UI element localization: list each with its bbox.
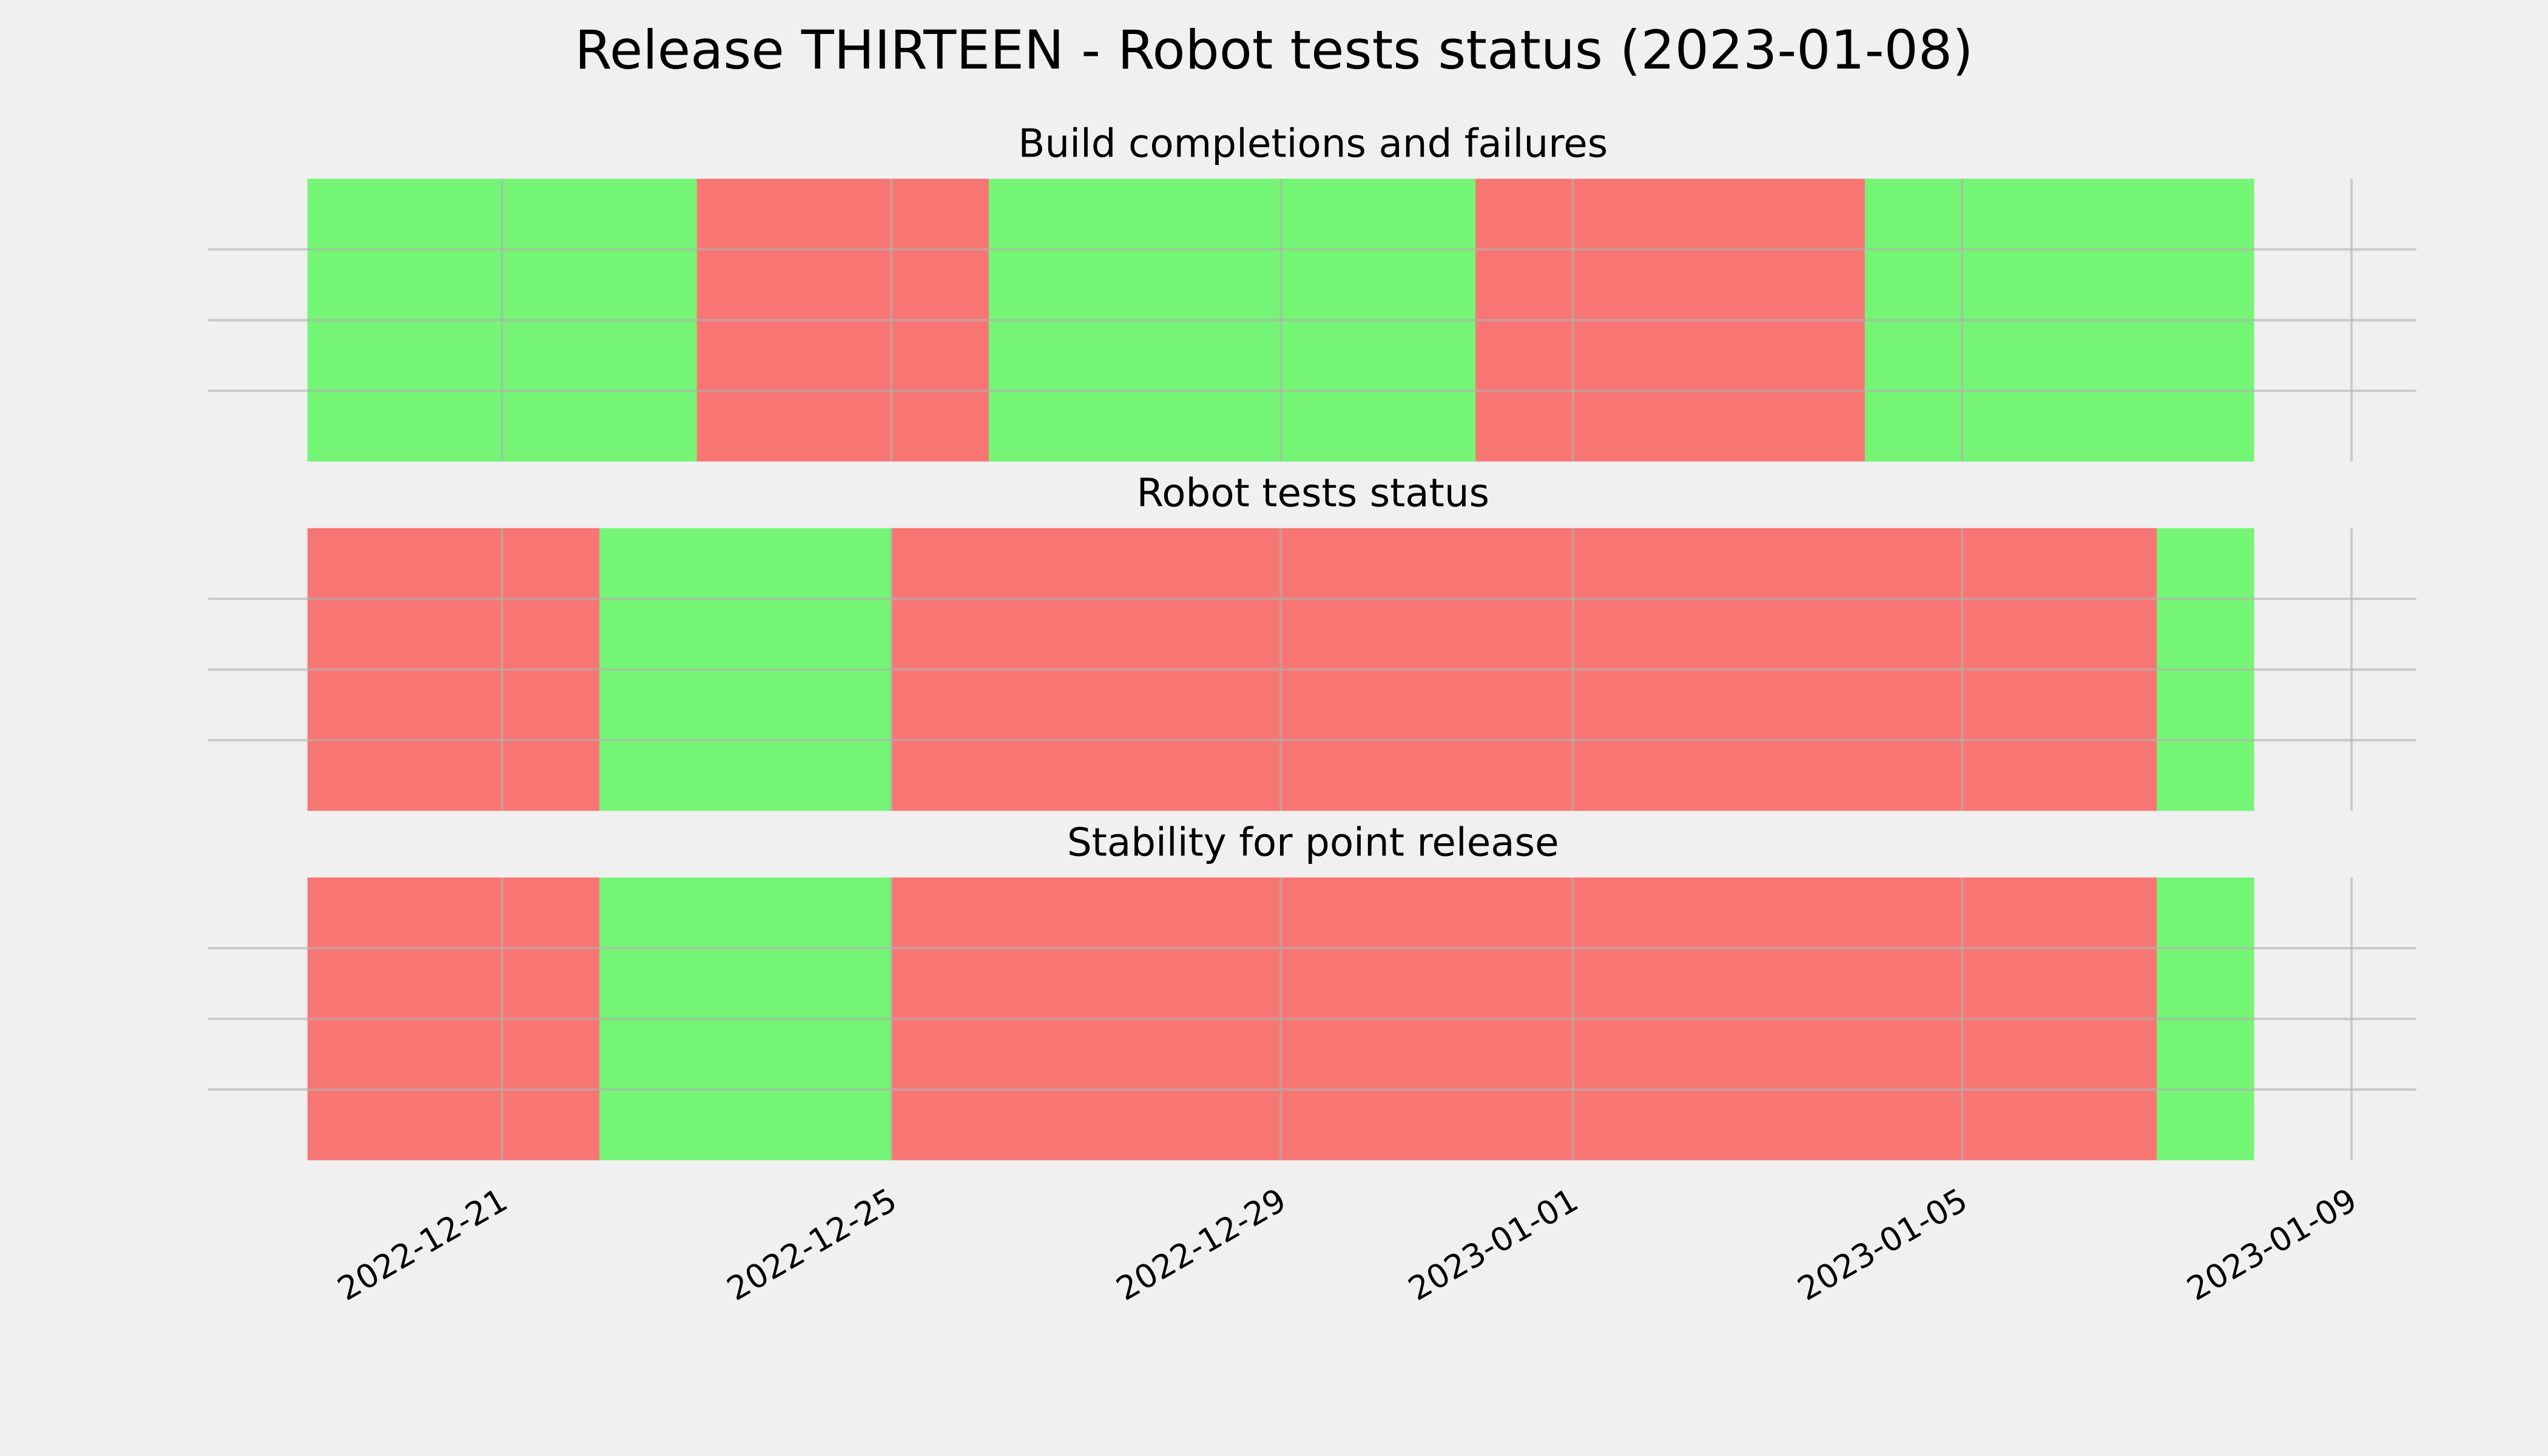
panel-title: Build completions and failures <box>1018 121 1608 167</box>
panel-title: Stability for point release <box>1067 820 1559 865</box>
chart-title: Release THIRTEEN - Robot tests status (2… <box>575 19 1973 81</box>
panel-title: Robot tests status <box>1136 471 1489 516</box>
